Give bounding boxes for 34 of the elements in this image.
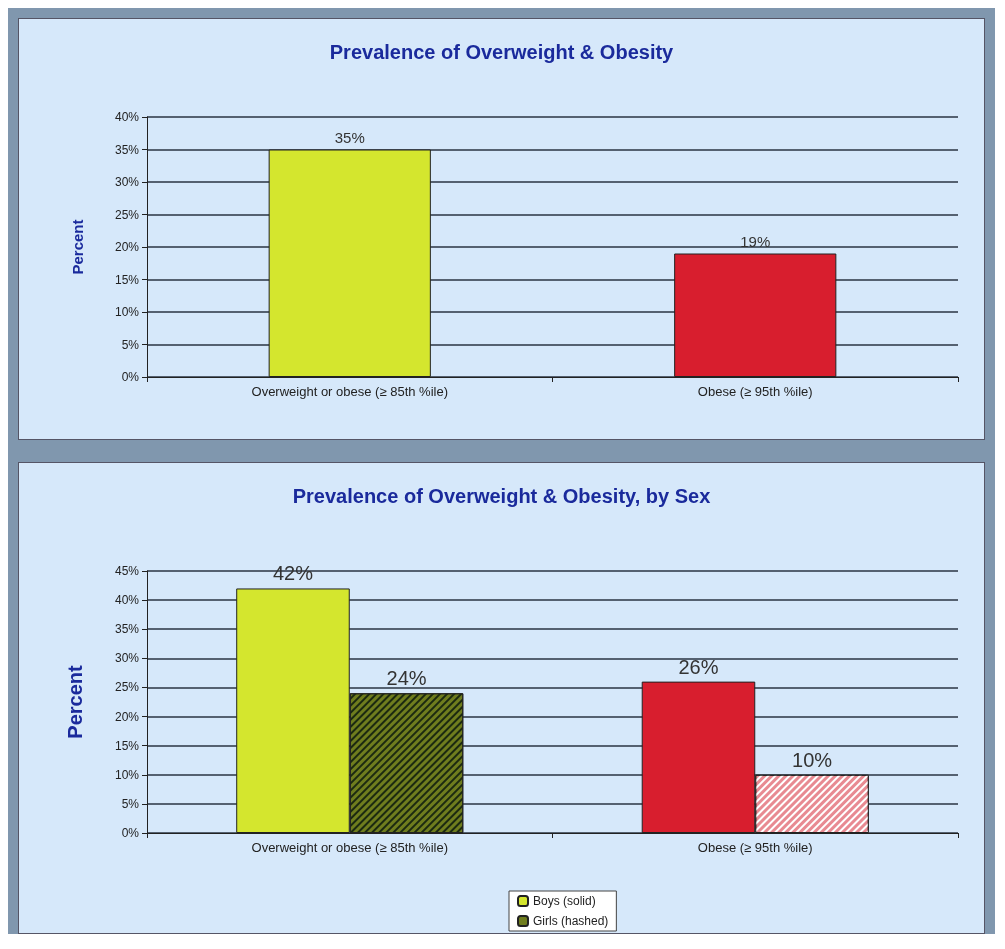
y-tick-label: 40% [114, 110, 140, 124]
x-tick-label: Obese (≥ 95th %ile) [697, 840, 813, 855]
y-tick-label: 35% [114, 622, 140, 637]
y-tick-label: 40% [114, 593, 140, 608]
y-axis-title: Percent [64, 664, 86, 739]
y-tick-label: 20% [114, 709, 140, 724]
chart-title: Prevalence of Overweight & Obesity, by Sex [292, 485, 711, 507]
y-tick-label: 15% [114, 272, 140, 287]
y-tick-label: 30% [114, 651, 140, 666]
x-tick-label: Overweight or obese (≥ 85th %ile) [251, 840, 448, 855]
data-label: 10% [792, 748, 833, 771]
data-label: 26% [678, 655, 719, 678]
y-tick-label: 0% [121, 826, 140, 840]
y-tick-label: 30% [114, 175, 140, 189]
x-tick-label: Obese (≥ 95th %ile) [697, 384, 813, 399]
y-tick-label: 15% [114, 738, 140, 753]
chart-title: Prevalence of Overweight & Obesity [329, 41, 675, 63]
y-tick-label: 10% [114, 305, 140, 319]
y-axis-title: Percent [69, 219, 86, 275]
y-tick-label: 5% [121, 796, 140, 811]
data-label: 35% [334, 128, 365, 146]
y-tick-label: 5% [121, 337, 140, 352]
x-tick-label: Overweight or obese (≥ 85th %ile) [251, 384, 448, 399]
y-tick-label: 20% [114, 240, 140, 254]
y-tick-label: 0% [121, 370, 140, 384]
data-label: 19% [740, 232, 771, 250]
y-tick-label: 25% [114, 680, 140, 695]
y-tick-label: 35% [114, 142, 140, 157]
y-tick-label: 45% [114, 564, 140, 578]
legend-label: Boys (solid) [533, 894, 596, 908]
legend-label: Girls (hashed) [533, 914, 609, 928]
y-tick-label: 10% [114, 767, 140, 782]
y-tick-label: 25% [114, 207, 140, 222]
data-label: 24% [386, 667, 427, 690]
